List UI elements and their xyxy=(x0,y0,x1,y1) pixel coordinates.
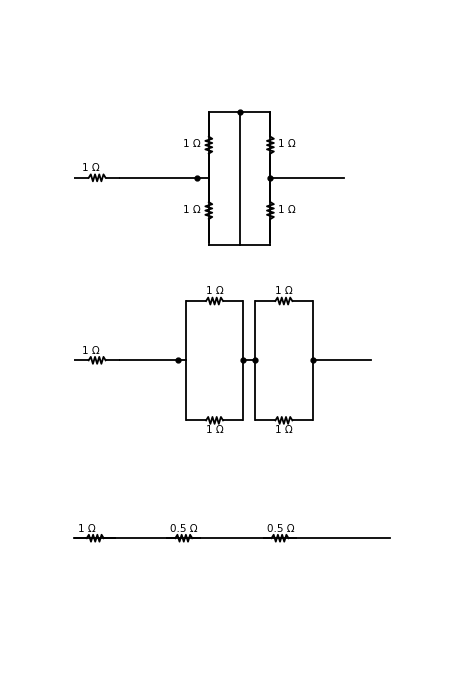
Text: 1 Ω: 1 Ω xyxy=(274,286,292,296)
Text: 1 Ω: 1 Ω xyxy=(205,286,223,296)
Text: 1 Ω: 1 Ω xyxy=(82,345,99,356)
Text: 0.5 Ω: 0.5 Ω xyxy=(170,524,197,534)
Text: 1 Ω: 1 Ω xyxy=(274,425,292,435)
Text: 0.5 Ω: 0.5 Ω xyxy=(266,524,294,534)
Text: 1 Ω: 1 Ω xyxy=(278,139,295,149)
Text: 1 Ω: 1 Ω xyxy=(183,205,201,215)
Text: 1 Ω: 1 Ω xyxy=(78,524,95,534)
Text: 1 Ω: 1 Ω xyxy=(278,205,295,215)
Text: 1 Ω: 1 Ω xyxy=(82,163,99,173)
Text: 1 Ω: 1 Ω xyxy=(205,425,223,435)
Text: 1 Ω: 1 Ω xyxy=(183,139,201,149)
